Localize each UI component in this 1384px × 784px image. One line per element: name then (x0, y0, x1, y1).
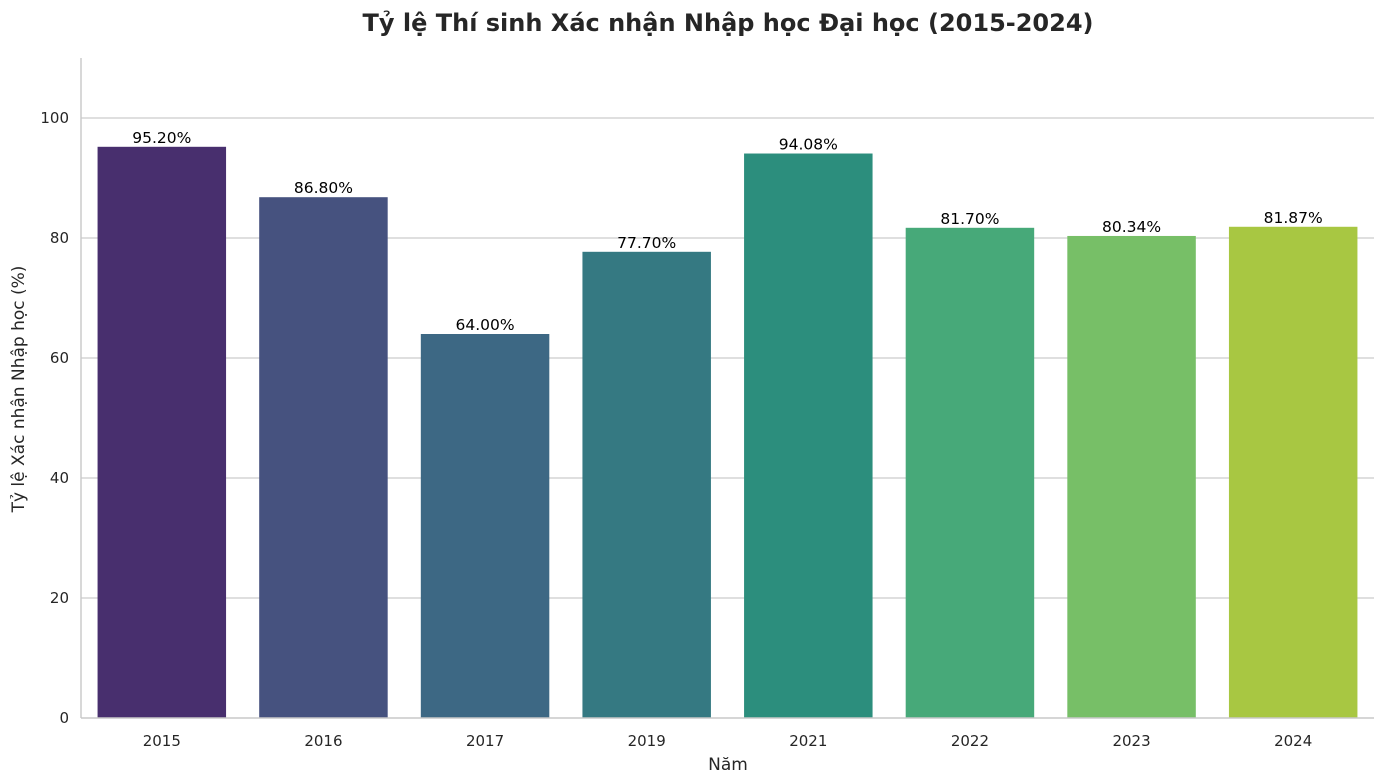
bar-2017 (420, 334, 550, 718)
bars (97, 146, 1358, 719)
x-tick-label-2021: 2021 (789, 732, 827, 750)
x-tick-label-2016: 2016 (304, 732, 342, 750)
bar-2021 (744, 153, 873, 718)
data-label-2019: 77.70% (617, 234, 676, 252)
bar-2022 (905, 227, 1035, 719)
x-tick-label-2015: 2015 (143, 732, 181, 750)
x-axis-label: Năm (708, 755, 748, 775)
bar-2016 (259, 197, 388, 718)
data-labels: 95.20% 86.80% 64.00% 77.70% 94.08% 81.70% 80.3… (132, 129, 1322, 334)
bar-2023 (1067, 235, 1196, 718)
data-label-2015: 95.20% (132, 129, 191, 147)
data-label-2022: 81.70% (940, 210, 999, 228)
data-label-2017: 64.00% (456, 316, 515, 334)
y-tick-label: 80 (50, 229, 69, 247)
y-tick-label: 100 (40, 109, 69, 127)
data-label-2016: 86.80% (294, 179, 353, 197)
y-tick-label: 20 (50, 589, 69, 607)
x-tick-labels: 2015 2016 2017 2019 2021 2022 2023 2024 (143, 732, 1313, 750)
y-tick-label: 40 (50, 469, 69, 487)
x-tick-label-2022: 2022 (951, 732, 989, 750)
chart-title: Tỷ lệ Thí sinh Xác nhận Nhập học Đại học… (363, 9, 1094, 37)
data-label-2024: 81.87% (1264, 209, 1323, 227)
data-label-2021: 94.08% (779, 136, 838, 154)
y-tick-label: 0 (59, 709, 69, 727)
y-tick-label: 60 (50, 349, 69, 367)
bar-2015 (97, 146, 227, 719)
data-label-2023: 80.34% (1102, 218, 1161, 236)
x-tick-label-2019: 2019 (628, 732, 666, 750)
x-tick-label-2017: 2017 (466, 732, 504, 750)
x-tick-label-2024: 2024 (1274, 732, 1312, 750)
bar-2024 (1228, 226, 1358, 718)
bar-2019 (582, 251, 711, 719)
x-tick-label-2023: 2023 (1112, 732, 1150, 750)
y-tick-labels: 0 20 40 60 80 100 (40, 109, 69, 727)
y-axis-label: Tỷ lệ Xác nhận Nhập học (%) (9, 266, 29, 514)
